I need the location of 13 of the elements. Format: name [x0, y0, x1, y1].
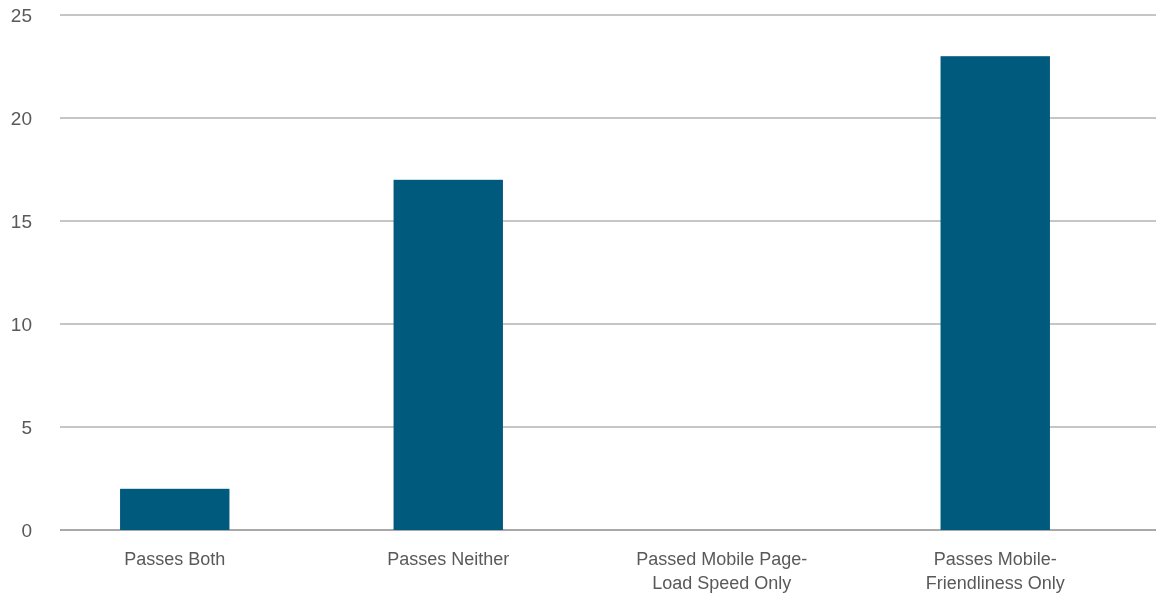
x-tick-label: Passes Mobile-Friendliness Only [925, 549, 1065, 593]
x-tick-label: Passed Mobile Page-Load Speed Only [636, 549, 808, 593]
y-tick-label: 20 [10, 107, 32, 129]
x-tick-label: Passes Both [124, 549, 226, 569]
y-tick-label: 15 [10, 210, 32, 232]
x-tick-label: Passes Neither [387, 549, 510, 569]
bar [120, 488, 230, 530]
bar [393, 179, 503, 530]
y-tick-label: 10 [10, 313, 32, 335]
y-tick-label: 0 [21, 519, 32, 541]
y-tick-label: 5 [21, 416, 32, 438]
bar [940, 56, 1050, 530]
y-tick-label: 25 [10, 4, 32, 26]
